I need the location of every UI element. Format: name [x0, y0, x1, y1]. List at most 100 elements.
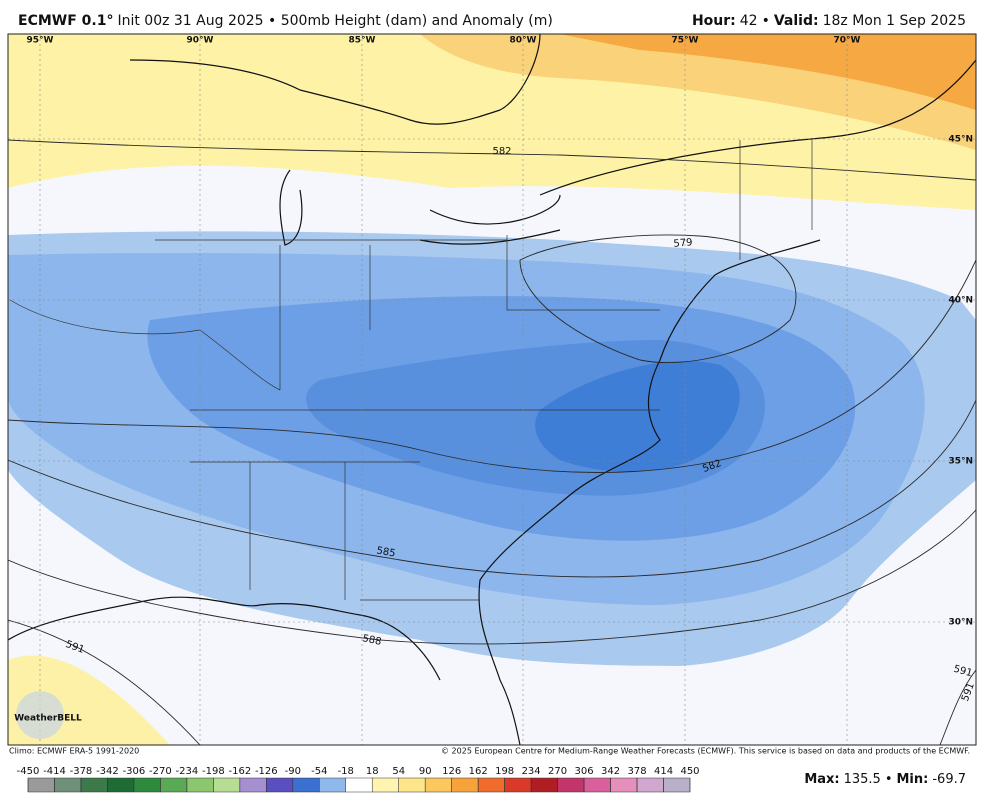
- colorbar-segment: [504, 777, 532, 793]
- hour-label: Hour:: [692, 13, 736, 29]
- colorbar-tick-label: -450: [17, 766, 40, 777]
- colorbar-tick-label: -270: [149, 766, 172, 777]
- colorbar-segment: [663, 777, 691, 793]
- colorbar-segment: [186, 777, 214, 793]
- anomaly-positive: [560, 34, 976, 110]
- colorbar-tick-label: 162: [469, 766, 488, 777]
- contour-label: 585: [376, 545, 397, 559]
- header-left: ECMWF 0.1° Init 00z 31 Aug 2025 • 500mb H…: [18, 13, 553, 29]
- colorbar-segment: [319, 777, 347, 793]
- colorbar-tick-label: 450: [680, 766, 699, 777]
- latitude-labels: 45°N 40°N 35°N 30°N: [948, 135, 973, 628]
- colorbar-tick-label: -378: [70, 766, 93, 777]
- description: Init 00z 31 Aug 2025 • 500mb Height (dam…: [117, 13, 552, 29]
- colorbar-tick-label: -198: [202, 766, 225, 777]
- valid: 18z Mon 1 Sep 2025: [823, 13, 966, 29]
- contour-label: 591: [952, 664, 973, 680]
- max-label: Max:: [804, 772, 839, 787]
- colorbar-segment: [160, 777, 188, 793]
- colorbar-segment: [213, 777, 241, 793]
- colorbar-tick-label: 18: [366, 766, 379, 777]
- colorbar-tick-label: -414: [43, 766, 66, 777]
- coastlines: [8, 34, 976, 745]
- longitude-label: 80°W: [510, 36, 537, 46]
- graticule: [8, 34, 976, 745]
- stats: Max: 135.5 • Min: -69.7: [804, 772, 966, 787]
- colorbar-tick-label: 54: [392, 766, 405, 777]
- state-borders: [9, 140, 813, 601]
- colorbar-tick-label: -234: [176, 766, 199, 777]
- colorbar-segment: [557, 777, 585, 793]
- copyright: © 2025 European Centre for Medium-Range …: [441, 747, 970, 756]
- colorbar-tick-label: 270: [548, 766, 567, 777]
- longitude-label: 75°W: [672, 36, 699, 46]
- longitude-label: 95°W: [27, 36, 54, 46]
- colorbar-segment: [610, 777, 638, 793]
- header-right: Hour: 42 • Valid: 18z Mon 1 Sep 2025: [692, 13, 966, 29]
- colorbar-segment: [266, 777, 294, 793]
- colorbar-segment: [636, 777, 664, 793]
- colorbar-segment: [424, 777, 452, 793]
- map-frame: [7, 33, 977, 746]
- colorbar-tick-label: -162: [228, 766, 251, 777]
- colorbar-segment: [398, 777, 426, 793]
- colorbar-tick-label: 306: [575, 766, 594, 777]
- colorbar-segment: [583, 777, 611, 793]
- min-label: Min:: [897, 772, 929, 787]
- colorbar-segment: [239, 777, 267, 793]
- colorbar-tick-label: 342: [601, 766, 620, 777]
- longitude-labels: 95°W 90°W 85°W 80°W 75°W 70°W: [27, 36, 861, 46]
- longitude-label: 70°W: [834, 36, 861, 46]
- colorbar-tick-label: -54: [311, 766, 327, 777]
- colorbar-segment: [80, 777, 108, 793]
- colorbar-segment: [133, 777, 161, 793]
- colorbar-tick-label: -18: [338, 766, 354, 777]
- colorbar-segment: [530, 777, 558, 793]
- valid-label: Valid:: [774, 13, 819, 29]
- latitude-label: 30°N: [948, 618, 973, 628]
- contour-label: 591: [960, 681, 977, 703]
- climo: Climo: ECMWF ERA-5 1991-2020: [9, 747, 139, 756]
- longitude-label: 85°W: [349, 36, 376, 46]
- hour: 42: [740, 13, 758, 29]
- colorbar-tick-label: 414: [654, 766, 673, 777]
- latitude-label: 40°N: [948, 296, 973, 306]
- colorbar-tick-label: -342: [96, 766, 119, 777]
- longitude-label: 90°W: [187, 36, 214, 46]
- colorbar-segment: [27, 777, 55, 793]
- model: ECMWF 0.1°: [18, 13, 113, 29]
- separator: •: [762, 13, 770, 29]
- colorbar-tick-label: -306: [123, 766, 146, 777]
- colorbar-segment: [54, 777, 82, 793]
- latitude-label: 35°N: [948, 457, 973, 467]
- colorbar: -450 -414 -378 -342 -306 -270 -234 -198 -162 -126…: [17, 766, 700, 793]
- contour-label: 579: [673, 237, 693, 250]
- colorbar-tick-label: 90: [419, 766, 432, 777]
- colorbar-tick-label: -90: [285, 766, 301, 777]
- colorbar-segment: [292, 777, 320, 793]
- anomaly-negative: [535, 361, 740, 472]
- separator: •: [885, 772, 893, 787]
- colorbar-tick-label: 234: [522, 766, 541, 777]
- map: 95°W 90°W 85°W 80°W 75°W 70°W 45°N 40°N 35°N 30°…: [8, 34, 977, 745]
- colorbar-segment: [477, 777, 505, 793]
- logo: WeatherBELL: [14, 714, 82, 724]
- max: 135.5: [844, 772, 881, 787]
- contour-label: 582: [492, 146, 511, 157]
- colorbar-segment: [451, 777, 479, 793]
- colorbar-segment: [107, 777, 135, 793]
- colorbar-tick-label: 378: [627, 766, 646, 777]
- logo-mark: [16, 691, 64, 739]
- min: -69.7: [932, 772, 966, 787]
- colorbar-tick-label: 198: [495, 766, 514, 777]
- contour-label: 588: [361, 633, 382, 648]
- colorbar-segment: [345, 777, 373, 793]
- colorbar-tick-label: -126: [255, 766, 278, 777]
- height-contours: [8, 139, 976, 745]
- latitude-label: 45°N: [948, 135, 973, 145]
- colorbar-segment: [371, 777, 399, 793]
- colorbar-tick-label: 126: [442, 766, 461, 777]
